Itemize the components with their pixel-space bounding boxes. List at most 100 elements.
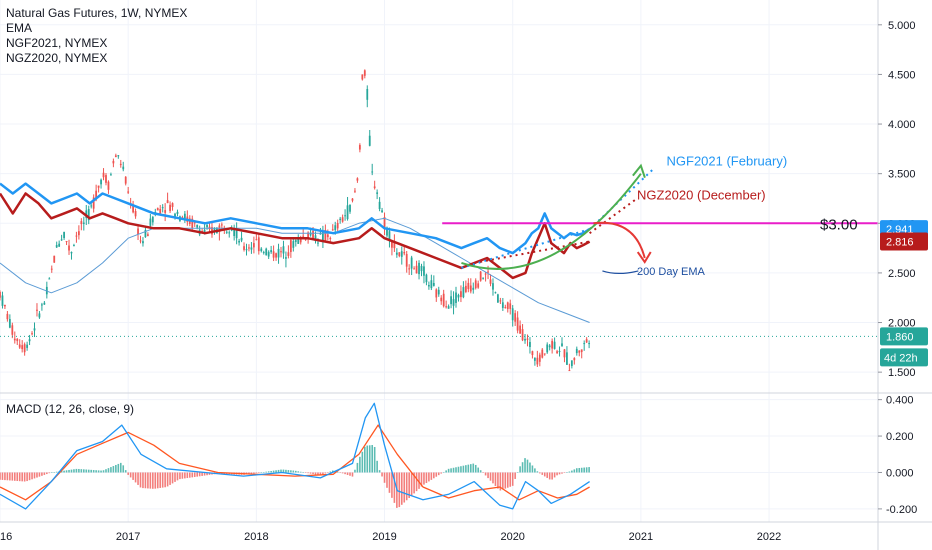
candle-body bbox=[393, 240, 396, 249]
candle-body bbox=[171, 203, 174, 207]
macd-hist-bar bbox=[258, 472, 260, 473]
macd-hist-bar bbox=[299, 471, 302, 473]
candle-body bbox=[354, 190, 356, 192]
macd-hist-bar bbox=[472, 463, 475, 473]
macd-hist-bar bbox=[364, 446, 366, 473]
candle-body bbox=[1, 295, 4, 306]
macd-tick-label: 0.200 bbox=[886, 431, 914, 443]
macd-hist-bar bbox=[349, 472, 351, 476]
macd-hist-bar bbox=[548, 472, 551, 480]
candle-body bbox=[469, 285, 472, 292]
last-price-badge-bg bbox=[880, 327, 928, 346]
macd-hist-bar bbox=[63, 470, 65, 473]
candle-body bbox=[68, 245, 70, 251]
candle-body bbox=[285, 257, 287, 259]
macd-hist-bar bbox=[428, 472, 430, 482]
candle-body bbox=[102, 172, 105, 178]
macd-hist-bar bbox=[78, 468, 80, 473]
candle-body bbox=[386, 227, 388, 236]
candle-body bbox=[6, 313, 9, 320]
macd-hist-bar bbox=[102, 470, 105, 473]
legend-ngf2021[interactable]: NGF2021, NYMEX bbox=[6, 36, 108, 50]
macd-hist-bar bbox=[275, 470, 277, 473]
legend-title[interactable]: Natural Gas Futures, 1W, NYMEX bbox=[6, 6, 188, 20]
candle-body bbox=[474, 280, 477, 289]
countdown-badge: 4d 22h bbox=[884, 352, 918, 364]
macd-hist-bar bbox=[92, 470, 95, 473]
candle-body bbox=[368, 135, 371, 146]
macd-hist-bar bbox=[477, 467, 479, 473]
macd-hist-bar bbox=[13, 472, 16, 481]
candle-body bbox=[341, 217, 344, 222]
candle-body bbox=[262, 252, 265, 254]
macd-hist-bar bbox=[107, 468, 110, 473]
candle-body bbox=[206, 224, 208, 228]
annotations: NGF2021 (February) NGZ2020 (December) $3.0… bbox=[0, 154, 878, 337]
red-arc-arrowhead bbox=[636, 251, 652, 264]
macd-hist-bar bbox=[410, 472, 413, 496]
macd-hist-bar bbox=[31, 472, 33, 480]
macd-hist-bar bbox=[556, 472, 558, 476]
candle-body bbox=[437, 289, 440, 295]
candle-body bbox=[533, 357, 536, 361]
legend-macd[interactable]: MACD (12, 26, close, 9) bbox=[6, 402, 135, 416]
macd-hist-bar bbox=[378, 470, 381, 473]
candle-body bbox=[95, 190, 98, 200]
macd-hist-bar bbox=[137, 472, 139, 485]
candle-body bbox=[302, 235, 305, 237]
macd-hist-bar bbox=[193, 472, 196, 477]
candle-body bbox=[43, 302, 46, 305]
candle-body bbox=[156, 208, 159, 211]
candle-body bbox=[543, 353, 546, 355]
candle-body bbox=[381, 210, 383, 213]
candle-body bbox=[400, 251, 403, 257]
macd-tick-label: 0.400 bbox=[886, 395, 914, 407]
candle-body bbox=[583, 343, 586, 345]
x-tick-label: 2022 bbox=[757, 531, 781, 543]
candle-body bbox=[142, 241, 144, 244]
candle-body bbox=[573, 358, 576, 361]
candle-body bbox=[329, 238, 332, 240]
legend-ngz2020[interactable]: NGZ2020, NYMEX bbox=[6, 51, 108, 65]
countdown-bg bbox=[880, 348, 928, 367]
macd-hist-bar bbox=[408, 472, 410, 498]
macd-hist-bar bbox=[149, 472, 152, 489]
candle-body bbox=[220, 224, 223, 226]
candle-body bbox=[183, 213, 186, 220]
candle-body bbox=[87, 209, 90, 221]
candle-body bbox=[124, 176, 127, 184]
legend-ema[interactable]: EMA bbox=[6, 21, 33, 35]
macd-hist-bar bbox=[287, 470, 290, 473]
macd-hist-bar bbox=[400, 472, 403, 505]
candle-body bbox=[405, 253, 408, 267]
candle-body bbox=[462, 287, 465, 298]
macd-hist-bar bbox=[420, 472, 423, 487]
candle-body bbox=[326, 234, 329, 238]
candle-body bbox=[563, 349, 566, 358]
last-price-badge: 1.860 bbox=[886, 331, 914, 343]
candle-body bbox=[536, 357, 539, 365]
candle-body bbox=[561, 343, 563, 347]
red-arc bbox=[593, 221, 646, 259]
macd-hist-bar bbox=[361, 451, 364, 473]
candle-body bbox=[529, 341, 531, 348]
macd-hist-bar bbox=[331, 470, 334, 473]
macd-hist-bar bbox=[499, 472, 502, 491]
macd-hist-bar bbox=[159, 472, 162, 488]
macd-hist-bar bbox=[430, 472, 433, 480]
candle-body bbox=[146, 234, 149, 236]
candle-body bbox=[277, 248, 280, 258]
candle-body bbox=[501, 302, 504, 308]
candle-body bbox=[53, 255, 56, 263]
macd-hist-bar bbox=[152, 472, 154, 489]
macd-hist-bar bbox=[440, 472, 443, 474]
macd-hist-bar bbox=[188, 472, 191, 478]
macd-hist-bar bbox=[166, 472, 169, 487]
candle-body bbox=[319, 233, 322, 235]
candle-body bbox=[415, 265, 418, 274]
candle-body bbox=[580, 349, 583, 353]
candle-body bbox=[75, 235, 78, 237]
macd-hist-bar bbox=[487, 472, 489, 479]
candle-body bbox=[479, 271, 482, 281]
